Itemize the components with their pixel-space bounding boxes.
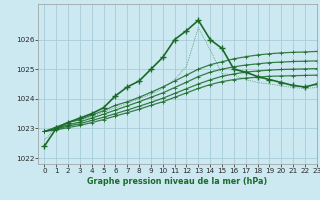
- X-axis label: Graphe pression niveau de la mer (hPa): Graphe pression niveau de la mer (hPa): [87, 177, 268, 186]
